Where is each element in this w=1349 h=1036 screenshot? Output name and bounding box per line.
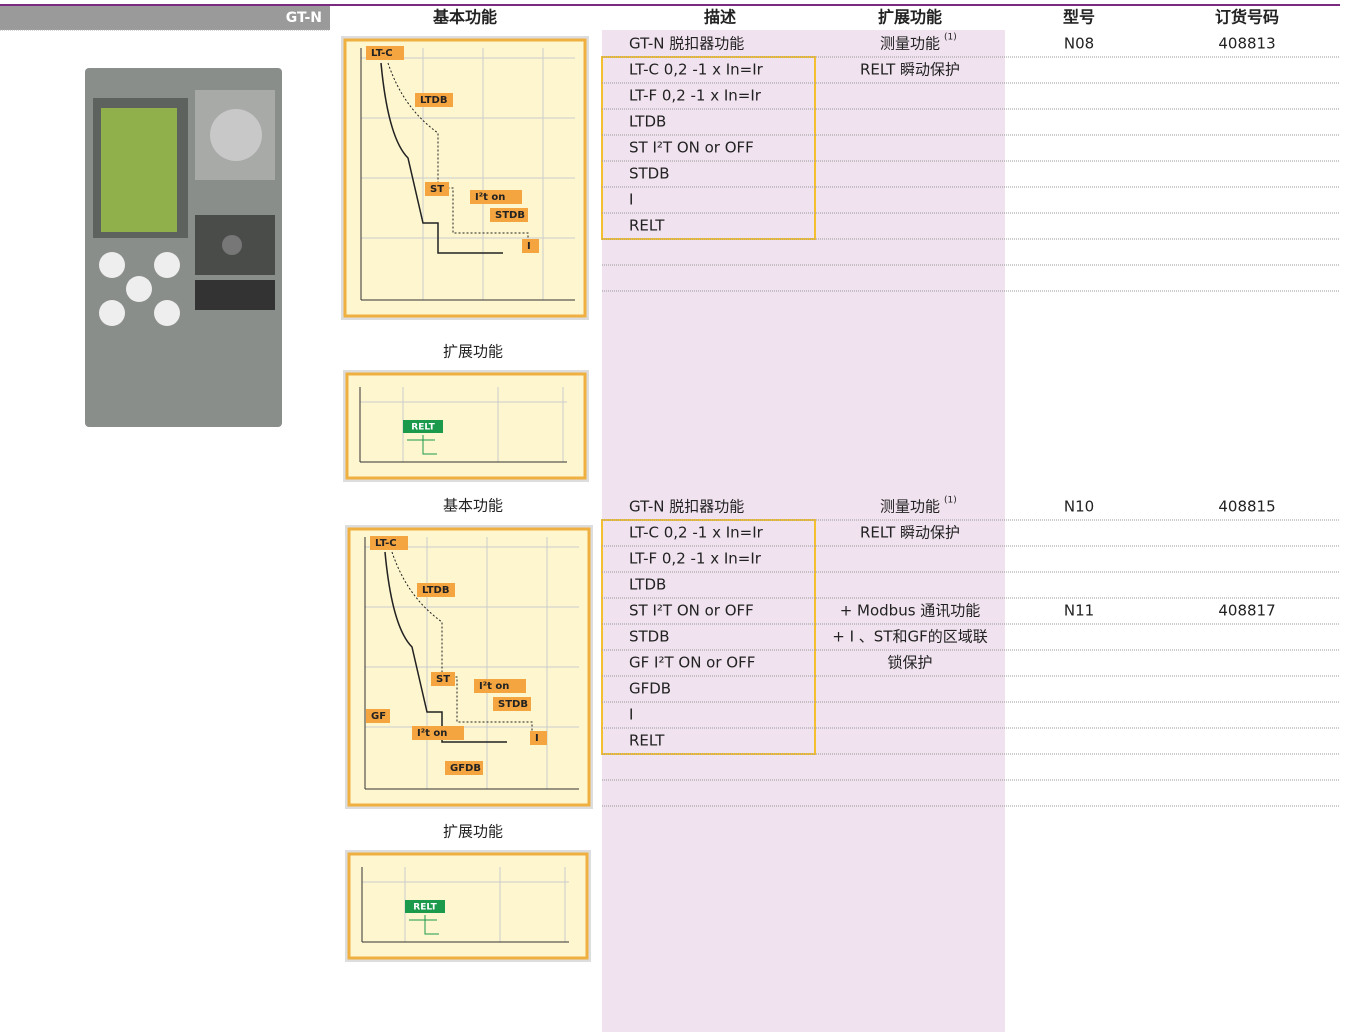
description: I	[629, 191, 633, 209]
section-label: 基本功能	[443, 497, 503, 515]
model: N10	[1064, 498, 1094, 516]
diagram-label: STDB	[498, 699, 528, 710]
column-header: 描述	[704, 8, 736, 27]
diagram-label-bg	[445, 761, 483, 775]
diagram-label-bg	[431, 672, 455, 686]
trip-curve-band	[387, 62, 529, 253]
relt-curve	[409, 915, 439, 935]
relt-curve	[407, 435, 437, 455]
extended-function: 锁保护	[887, 654, 932, 672]
description: ST I²T ON or OFF	[629, 139, 754, 157]
extended-function: + Modbus 通讯功能	[840, 602, 981, 620]
diagram-label: I	[527, 241, 531, 252]
extended-function: 测量功能	[880, 35, 940, 53]
description: RELT	[629, 732, 665, 750]
order-number: 408815	[1218, 498, 1275, 516]
diagram-label-bg	[490, 208, 528, 222]
diagram-label: I²t on	[475, 192, 505, 203]
product-tab	[0, 5, 330, 30]
relt-label-bg	[405, 900, 445, 913]
trip-curve	[380, 62, 503, 254]
model: N11	[1064, 602, 1094, 620]
diagram-label-bg	[370, 536, 408, 550]
ext-diagram	[345, 372, 587, 480]
diagram-label: LTDB	[420, 95, 447, 106]
order-number: 408817	[1218, 602, 1275, 620]
diagram-label: ST	[436, 674, 450, 685]
relt-label: RELT	[413, 903, 437, 913]
trip-curve-band	[391, 551, 533, 742]
diagram-label-bg	[522, 239, 539, 253]
diagram-label-bg	[417, 583, 455, 597]
extended-function: + I 、ST和GF的区域联	[832, 628, 987, 646]
diagram-label-bg	[415, 93, 453, 107]
description: GT-N 脱扣器功能	[629, 498, 744, 516]
description: LT-C 0,2 -1 x In=Ir	[629, 61, 764, 79]
diagram-label-bg	[425, 182, 449, 196]
footnote-ref: (1)	[944, 33, 957, 43]
model: N08	[1064, 35, 1094, 53]
diagram-label-bg	[530, 731, 547, 745]
section-label: 扩展功能	[443, 823, 503, 841]
extended-function: RELT 瞬动保护	[860, 61, 960, 79]
diagram-label: STDB	[495, 210, 525, 221]
description: STDB	[629, 165, 670, 183]
diagram-label-bg	[366, 709, 390, 723]
diagram-label: ST	[430, 184, 444, 195]
diagram-label-bg	[366, 46, 404, 60]
order-number: 408813	[1218, 35, 1275, 53]
description: LTDB	[629, 576, 666, 594]
description: RELT	[629, 217, 665, 235]
description: STDB	[629, 628, 670, 646]
description: ST I²T ON or OFF	[629, 602, 754, 620]
extended-function: RELT 瞬动保护	[860, 524, 960, 542]
description: LTDB	[629, 113, 666, 131]
section-label: 扩展功能	[443, 343, 503, 361]
column-header: 型号	[1063, 8, 1095, 27]
trip-unit-photo	[85, 68, 282, 427]
diagram-label-bg	[470, 190, 522, 204]
diagram-label: LT-C	[375, 538, 397, 549]
ext-diagram	[347, 852, 589, 960]
column-header: 基本功能	[432, 8, 497, 27]
column-header: 订货号码	[1215, 8, 1279, 27]
diagram-label: I²t on	[479, 681, 509, 692]
description: LT-F 0,2 -1 x In=Ir	[629, 87, 762, 105]
diagram-label: I	[535, 733, 539, 744]
relt-label: RELT	[411, 423, 435, 433]
description: I	[629, 706, 633, 724]
trip-curve	[384, 551, 507, 743]
description: GT-N 脱扣器功能	[629, 35, 744, 53]
footnote-ref: (1)	[944, 496, 957, 506]
relt-label-bg	[403, 420, 443, 433]
diagram-label: LTDB	[422, 585, 449, 596]
description: GFDB	[629, 680, 671, 698]
product-name: GT-N	[286, 10, 322, 26]
diagram-label: GF	[371, 711, 386, 722]
diagram-label-bg	[493, 697, 531, 711]
diagram-label-bg	[412, 726, 464, 740]
diagram-label-bg	[474, 679, 526, 693]
extended-function: 测量功能	[880, 498, 940, 516]
diagram-label: LT-C	[371, 48, 393, 59]
extended-column-bg	[602, 30, 1005, 1032]
description: LT-C 0,2 -1 x In=Ir	[629, 524, 764, 542]
column-header: 扩展功能	[878, 8, 942, 27]
diagram-label: I²t on	[417, 728, 447, 739]
diagram-label: GFDB	[450, 763, 481, 774]
description: GF I²T ON or OFF	[629, 654, 755, 672]
description: LT-F 0,2 -1 x In=Ir	[629, 550, 762, 568]
